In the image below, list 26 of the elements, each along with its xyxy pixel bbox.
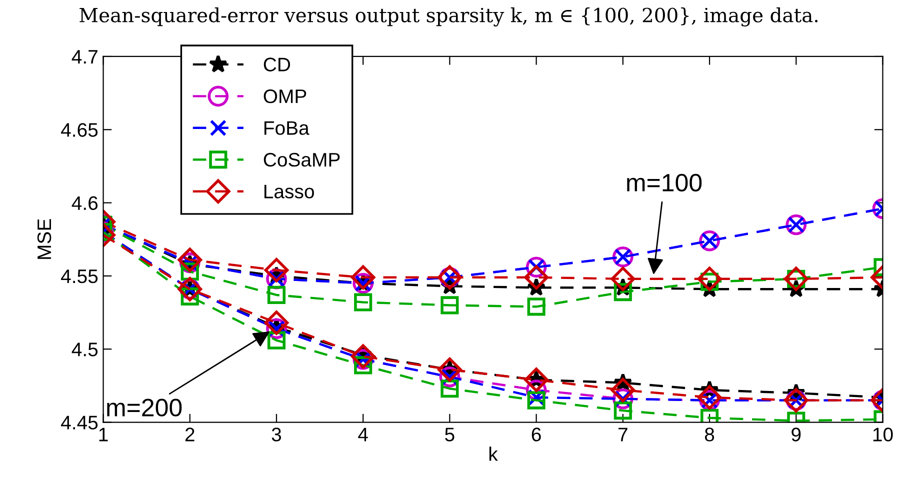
y-tick-label: 4.7 <box>72 50 98 64</box>
legend-label: CD <box>264 58 290 72</box>
x-tick-label: 4 <box>358 428 368 442</box>
y-tick-label: 4.5 <box>72 342 98 356</box>
x-tick-label: 6 <box>532 428 541 442</box>
y-tick-label: 4.45 <box>61 416 98 430</box>
x-tick-label: 9 <box>792 428 801 442</box>
x-tick-label: 7 <box>618 428 628 442</box>
y-tick-label: 4.55 <box>61 270 98 284</box>
x-axis-title: k <box>489 446 498 461</box>
legend-label: FoBa <box>264 121 310 135</box>
legend-label: CoSaMP <box>264 152 340 167</box>
x-tick-label: 8 <box>704 428 714 442</box>
annotation: m=100 <box>627 174 702 192</box>
legend-label: Lasso <box>264 184 314 198</box>
x-tick-label: 2 <box>185 428 194 442</box>
legend-label: OMP <box>264 89 306 104</box>
y-tick-label: 4.6 <box>72 196 98 210</box>
y-axis-title: MSE <box>37 219 52 259</box>
y-tick-label: 4.65 <box>61 123 98 137</box>
x-tick-label: 10 <box>873 428 893 442</box>
annotation: m=200 <box>107 398 182 416</box>
x-tick-label: 3 <box>272 428 282 442</box>
x-tick-label: 5 <box>445 428 454 442</box>
x-tick-label: 1 <box>99 428 108 442</box>
chart-title: Mean-squared-error versus output sparsity k, m ∈ {100, 200}, image data. <box>80 7 818 26</box>
